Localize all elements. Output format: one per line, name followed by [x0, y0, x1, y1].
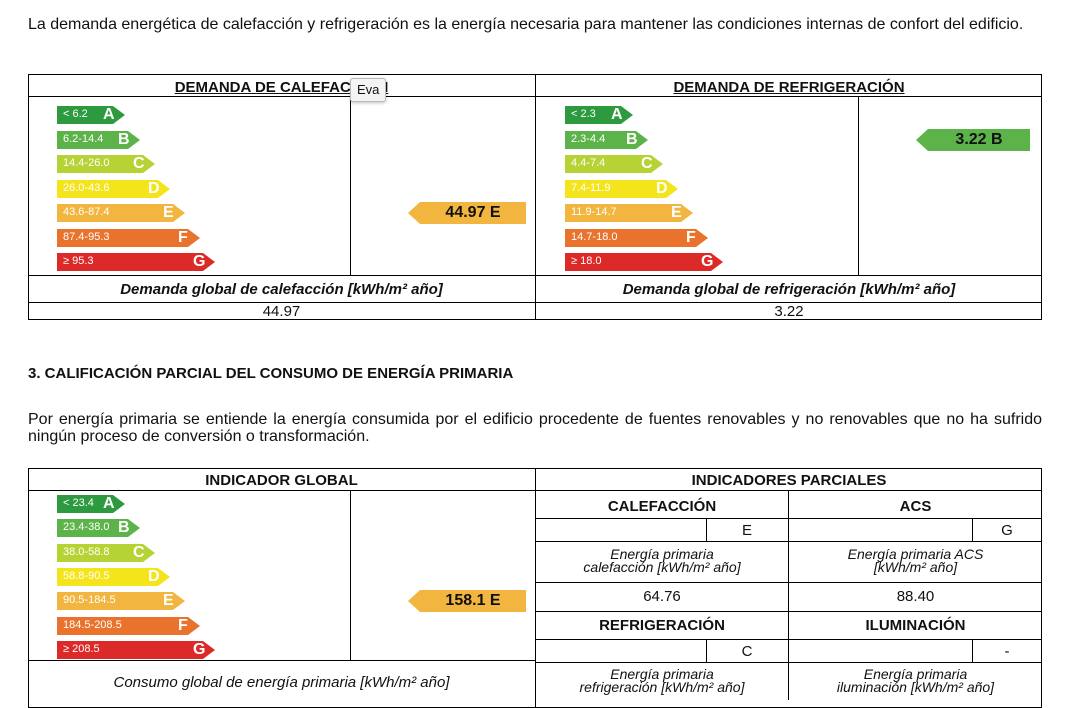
calefaccion-label: Energía primaria calefacción [kWh/m² año]	[583, 546, 741, 575]
cooling-bar-c: 4.4-7.4 C	[565, 155, 663, 173]
calefaccion-header: CALEFACCIÓN	[607, 498, 717, 515]
calefaccion-letter: E	[741, 522, 752, 539]
global-letter-a: A	[103, 495, 115, 512]
acs-label: Energía primaria ACS [kWh/m² año]	[847, 546, 984, 575]
global-bar-g: ≥ 208.5 G	[57, 640, 215, 659]
calefaccion-value: 64.76	[643, 588, 681, 605]
global-bar-e: 90.5-184.5 E	[57, 592, 185, 611]
acs-header: ACS	[899, 498, 932, 515]
heating-letter-f: F	[178, 228, 188, 246]
iluminacion-letter: -	[1004, 643, 1010, 660]
heating-letter-c: C	[133, 155, 145, 172]
heating-range-e: 43.6-87.4	[63, 206, 110, 218]
heating-bar-a: < 6.2 A	[57, 106, 125, 124]
cooling-global-value: 3.22	[774, 303, 804, 320]
heating-bar-d: 26.0-43.6 D	[57, 179, 170, 198]
cooling-range-f: 14.7-18.0	[571, 230, 618, 243]
cooling-letter-f: F	[686, 228, 696, 246]
global-letter-g: G	[193, 640, 206, 658]
heating-letter-g: G	[193, 253, 206, 270]
heating-indicator: 44.97 E	[408, 202, 526, 224]
heating-letter-d: D	[148, 179, 160, 197]
global-bar-a: < 23.4 A	[57, 495, 125, 513]
cooling-range-b: 2.3-4.4	[571, 132, 606, 145]
global-letter-f: F	[178, 616, 188, 634]
heating-bar-c: 14.4-26.0 C	[57, 155, 155, 173]
global-bar-c: 38.0-58.8 C	[57, 543, 155, 562]
global-letter-d: D	[148, 567, 160, 585]
heating-bar-b: 6.2-14.4 B	[57, 130, 140, 149]
heating-letter-a: A	[103, 106, 115, 123]
cooling-letter-e: E	[671, 204, 682, 221]
heating-demand-header: DEMANDA DE CALEFACCIÓN	[174, 79, 389, 96]
tooltip: Eva	[350, 78, 387, 102]
heating-bar-f: 87.4-95.3 F	[57, 228, 200, 247]
global-range-d: 58.8-90.5	[63, 569, 110, 582]
global-range-c: 38.0-58.8	[63, 545, 110, 558]
cooling-range-d: 7.4-11.9	[571, 181, 611, 194]
cooling-bar-d: 7.4-11.9 D	[565, 179, 678, 198]
global-consumption-label: Consumo global de energía primaria [kWh/…	[113, 674, 450, 691]
refrigeracion-header: REFRIGERACIÓN	[599, 617, 725, 634]
heating-letter-b: B	[118, 130, 130, 148]
heating-range-f: 87.4-95.3	[63, 230, 110, 243]
primary-energy-paragraph: Por energía primaria se entiende la ener…	[28, 411, 1042, 445]
cooling-range-g: ≥ 18.0	[571, 255, 602, 267]
heating-range-a: < 6.2	[63, 108, 88, 120]
global-letter-b: B	[118, 519, 130, 537]
heating-bar-e: 43.6-87.4 E	[57, 204, 185, 222]
iluminacion-label: Energía primaria iluminación [kWh/m² año]	[836, 666, 995, 695]
cooling-letter-b: B	[626, 130, 638, 148]
refrigeracion-letter: C	[741, 643, 753, 660]
cooling-letter-a: A	[611, 106, 623, 123]
refrigeracion-label: Energía primaria refrigeración [kWh/m² añ…	[579, 666, 745, 695]
global-range-e: 90.5-184.5	[63, 594, 116, 607]
cooling-range-a: < 2.3	[571, 108, 596, 120]
heating-range-g: ≥ 95.3	[63, 255, 94, 267]
heating-range-d: 26.0-43.6	[63, 181, 110, 194]
global-indicator: 158.1 E	[408, 590, 526, 612]
intro-paragraph: La demanda energética de calefacción y r…	[28, 16, 1024, 33]
cooling-letter-d: D	[656, 179, 668, 197]
acs-letter: G	[1001, 522, 1013, 539]
global-range-b: 23.4-38.0	[63, 521, 110, 534]
global-bar-f: 184.5-208.5 F	[57, 616, 200, 635]
cooling-demand-header: DEMANDA DE REFRIGERACIÓN	[673, 79, 905, 96]
cooling-bar-a: < 2.3 A	[565, 106, 633, 124]
partial-indicators-header: INDICADORES PARCIALES	[691, 472, 887, 489]
heating-range-b: 6.2-14.4	[63, 132, 104, 145]
cooling-letter-g: G	[701, 253, 714, 270]
heating-global-label: Demanda global de calefacción [kWh/m² añ…	[120, 281, 443, 298]
cooling-global-label: Demanda global de refrigeración [kWh/m² …	[622, 281, 956, 298]
global-bar-d: 58.8-90.5 D	[57, 567, 170, 586]
global-bar-b: 23.4-38.0 B	[57, 519, 140, 538]
cooling-letter-c: C	[641, 155, 653, 172]
heating-global-value: 44.97	[262, 303, 301, 320]
acs-value: 88.40	[896, 588, 935, 605]
iluminacion-header: ILUMINACIÓN	[865, 617, 966, 634]
cooling-bar-b: 2.3-4.4 B	[565, 130, 648, 149]
cooling-bar-g: ≥ 18.0 G	[565, 253, 723, 271]
global-range-a: < 23.4	[63, 497, 94, 509]
section-title: 3. CALIFICACIÓN PARCIAL DEL CONSUMO DE E…	[28, 365, 514, 382]
heating-letter-e: E	[163, 204, 174, 221]
global-range-f: 184.5-208.5	[63, 618, 122, 631]
cooling-bar-f: 14.7-18.0 F	[565, 228, 708, 247]
heating-bar-g: ≥ 95.3 G	[57, 253, 215, 271]
cooling-range-e: 11.9-14.7	[571, 206, 617, 218]
cooling-range-c: 4.4-7.4	[571, 157, 606, 169]
global-letter-c: C	[133, 543, 145, 561]
global-indicator-header: INDICADOR GLOBAL	[205, 472, 358, 489]
cooling-indicator: 3.22 B	[916, 129, 1030, 151]
heating-range-c: 14.4-26.0	[63, 157, 110, 169]
global-letter-e: E	[163, 592, 174, 610]
cooling-bar-e: 11.9-14.7 E	[565, 204, 693, 222]
global-range-g: ≥ 208.5	[63, 642, 100, 655]
